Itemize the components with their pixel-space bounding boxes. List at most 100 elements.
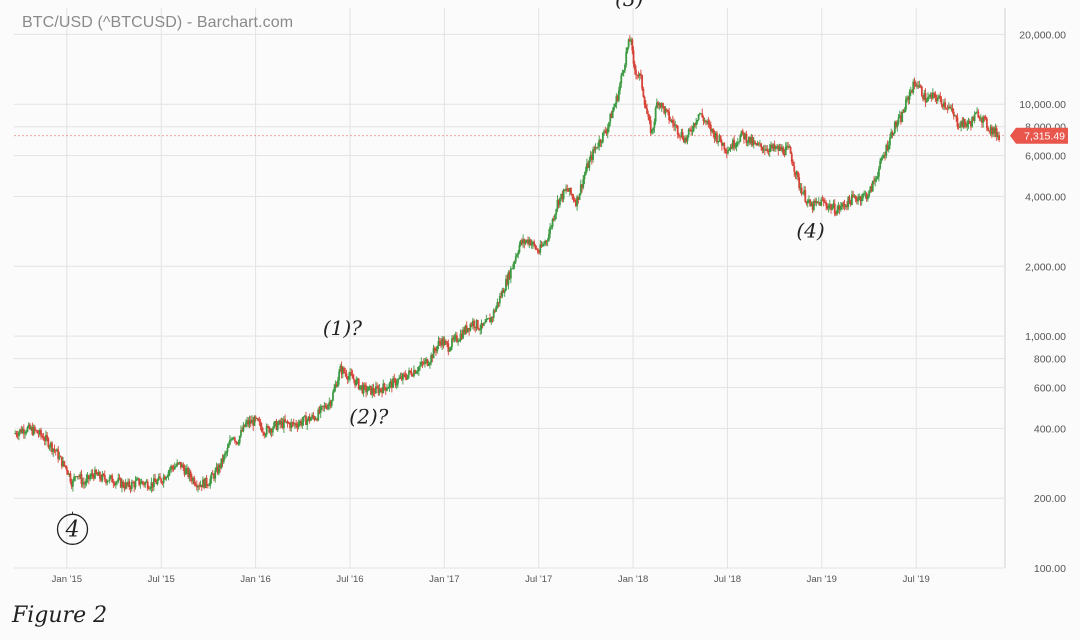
price-candle-body [541,244,544,247]
price-candle-body [751,137,754,145]
price-candle-body [91,473,94,476]
price-candle-body [291,422,294,424]
price-candle-body [837,205,840,210]
price-candle-body [517,252,520,255]
price-candle-body [773,144,776,149]
price-candle-body [240,430,242,436]
price-candle-body [44,435,47,441]
price-candle-body [22,429,25,434]
price-candle-body [630,39,632,42]
price-candle-body [452,338,455,340]
price-candle-body [970,123,972,127]
price-candle-body [325,407,328,409]
price-candle-body [371,387,374,395]
price-candle-body [111,475,114,483]
price-candle-body [573,199,576,202]
price-candle-body [689,129,691,131]
price-candle-body [902,111,905,113]
price-candle-body [724,149,727,151]
price-candle-body [628,39,631,42]
price-candle-body [680,132,683,137]
price-candle-body [907,97,910,100]
price-candle-body [535,248,538,250]
price-candle-body [892,132,895,136]
price-candle-body [919,85,922,87]
price-candle-body [597,146,599,148]
price-candle-body [692,123,695,131]
price-candle-body [512,264,515,269]
price-candle-body [252,419,255,426]
price-candle-body [675,125,678,127]
price-candle-body [70,482,73,487]
price-candle-body [843,204,846,207]
price-candle-body [389,381,392,384]
price-candle-body [586,163,588,171]
price-candle-body [172,467,175,470]
price-candle-body [181,464,183,468]
price-candle-body [376,386,379,388]
price-candle-body [622,70,625,73]
price-candle-body [106,481,109,483]
price-candle-body [776,146,778,148]
price-candle-body [857,198,859,202]
price-candle-body [241,430,244,432]
price-candle-body [785,145,788,148]
price-candle-body [296,425,299,428]
price-candle-body [24,432,26,434]
price-candle-body [946,107,949,109]
price-candle-body [822,199,825,203]
price-candle-body [620,75,623,84]
price-candle-body [123,486,126,489]
price-candle-body [936,98,939,101]
price-candle-body [687,129,690,136]
price-candle-body [939,95,942,100]
price-candle-body [394,378,397,386]
price-candle-body [864,193,867,195]
price-candle-body [128,481,131,488]
price-candle-body [963,118,966,124]
price-candle-body [913,81,916,85]
price-candle-body [979,118,982,120]
price-candle-body [815,201,818,203]
price-candle-body [330,400,333,406]
price-candle-body [182,464,185,469]
price-candle-body [562,189,565,200]
price-candle-body [496,302,499,307]
price-candle-body [167,471,170,477]
price-candle-body [68,473,71,475]
price-candle-body [928,96,931,98]
price-candle-body [98,472,101,479]
price-candle-body [525,239,528,242]
price-candle-body [590,155,593,160]
price-candle-body [227,444,230,448]
price-candle-body [825,202,828,206]
y-tick-label: 4,000.00 [1025,192,1066,204]
price-candle-body [260,426,263,432]
price-candle-body [289,423,291,428]
price-candle-body [15,433,18,436]
price-candle-body [783,153,786,156]
price-candle-body [375,386,377,394]
price-candle-body [395,383,398,386]
price-candle-body [321,405,323,407]
price-candle-body [917,85,920,88]
price-candle-body [977,111,980,118]
price-candle-body [685,137,688,141]
price-candle-body [700,113,702,115]
price-candle-body [20,429,23,433]
price-candle-body [419,365,421,367]
price-candle-body [184,469,187,475]
price-candle-body [552,218,555,220]
price-candle-body [89,476,91,480]
price-candle-body [140,481,143,484]
price-candle-body [705,120,707,123]
price-candle-body [137,478,139,480]
price-candle-body [609,113,612,123]
price-candle-body [92,475,95,479]
price-candle-body [238,435,241,443]
price-candle-body [193,478,196,485]
price-candle-body [674,125,677,127]
price-candle-body [567,189,570,192]
price-candle-body [225,452,228,454]
price-candle-body [874,178,877,182]
